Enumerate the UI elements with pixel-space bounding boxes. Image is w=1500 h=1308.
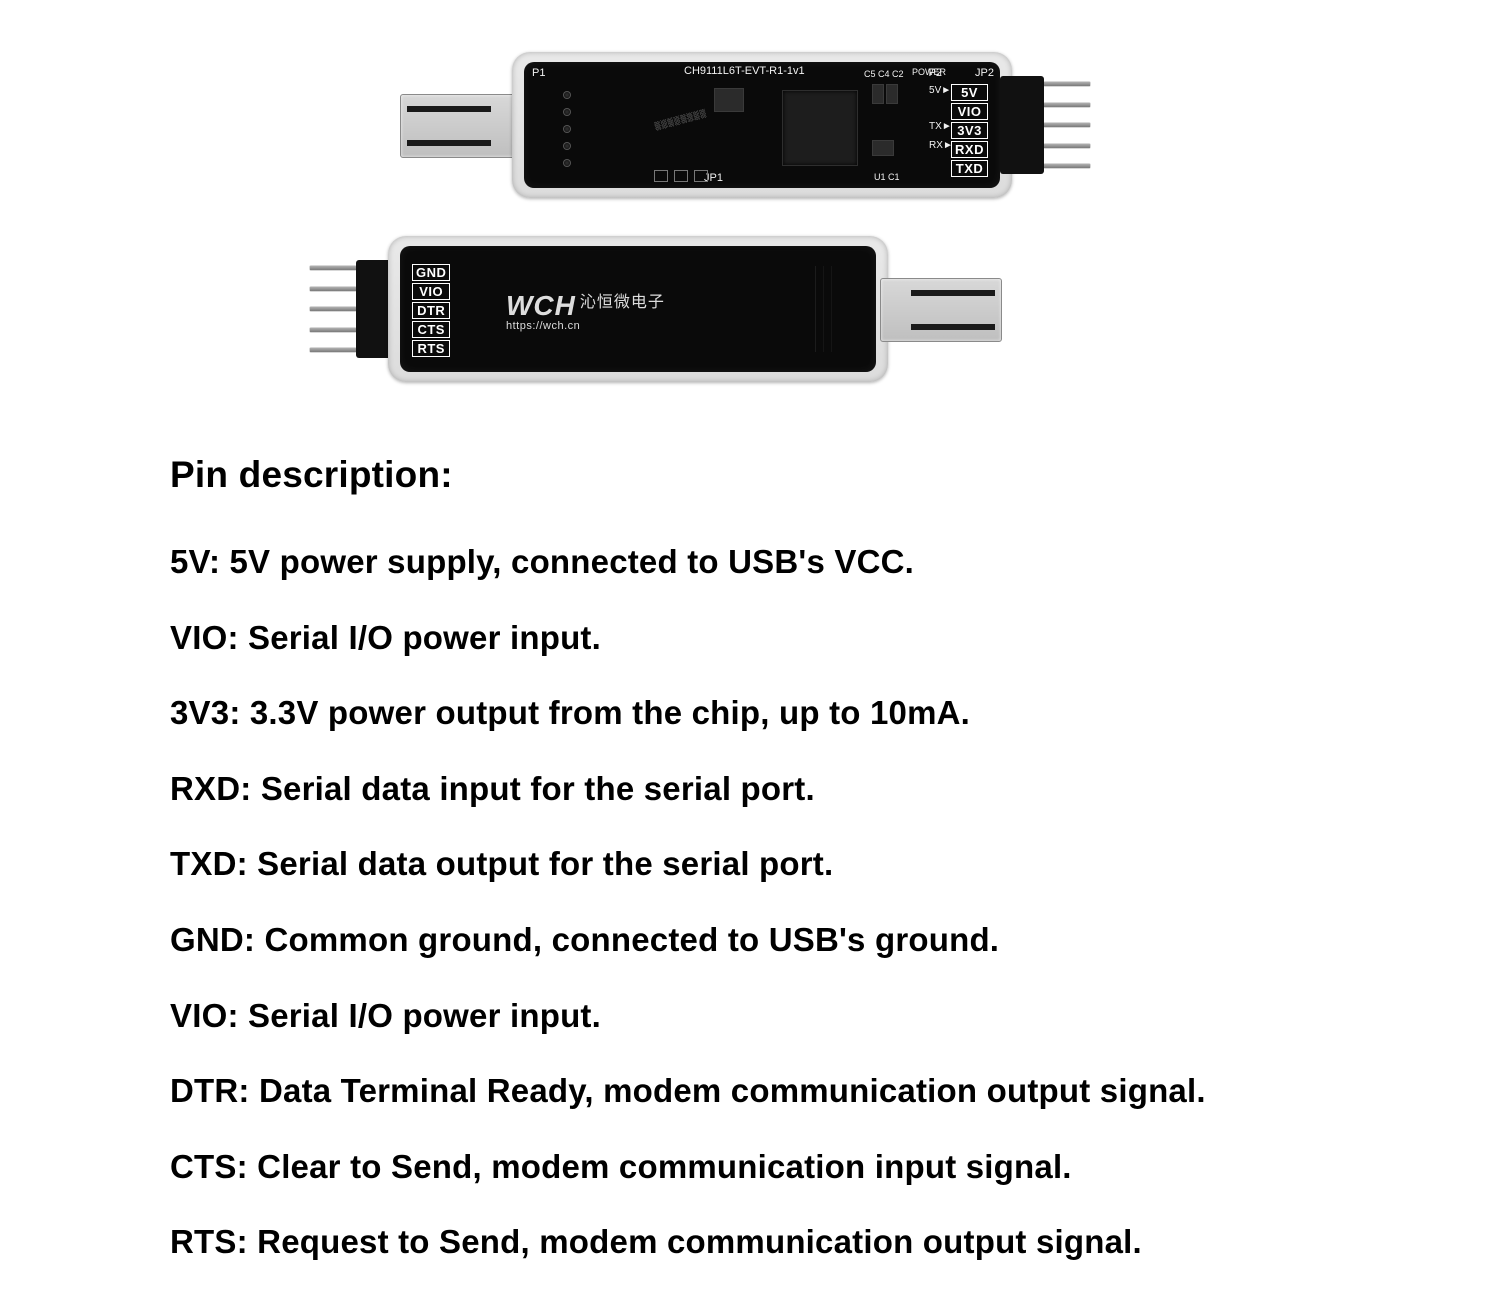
main-ic — [782, 90, 858, 166]
silk-p1: P1 — [532, 68, 545, 79]
header-pin — [310, 328, 356, 332]
silk-jp2: JP2 — [975, 68, 994, 79]
board-top-view: CH9111L6T-EVT-R1-1v1 P1 P2 JP1 JP2 POWER — [400, 40, 1100, 210]
pin-header — [310, 266, 356, 352]
pin-header-body — [1000, 76, 1044, 174]
pin-line: 5V: 5V power supply, connected to USB's … — [170, 542, 1330, 582]
header-pin — [1044, 144, 1090, 148]
product-photo-area: CH9111L6T-EVT-R1-1v1 P1 P2 JP1 JP2 POWER — [400, 40, 1100, 394]
smd-part — [872, 140, 894, 156]
header-pin — [310, 307, 356, 311]
pin-label: 3V3 — [951, 122, 988, 139]
pin-label: TXD — [951, 160, 988, 177]
pin-line: CTS: Clear to Send, modem communication … — [170, 1147, 1330, 1187]
pin-label: RTS — [412, 340, 450, 357]
pin-header — [1044, 82, 1090, 168]
brand-text: WCH — [506, 290, 576, 321]
header-pin — [1044, 164, 1090, 168]
pin-line: VIO: Serial I/O power input. — [170, 996, 1330, 1036]
pin-line: RXD: Serial data input for the serial po… — [170, 769, 1330, 809]
pcb-top: CH9111L6T-EVT-R1-1v1 P1 P2 JP1 JP2 POWER — [524, 62, 1000, 188]
pin-line: 3V3: 3.3V power output from the chip, up… — [170, 693, 1330, 733]
pin-label: VIO — [951, 103, 988, 120]
pin-description-heading: Pin description: — [170, 454, 1330, 496]
pin-label: DTR — [412, 302, 450, 319]
header-pin — [1044, 103, 1090, 107]
usb-plug — [400, 94, 522, 158]
pin-label: CTS — [412, 321, 450, 338]
pcb-bottom: GND VIO DTR CTS RTS WCH沁恒微电子 https://wch… — [400, 246, 876, 372]
page: CH9111L6T-EVT-R1-1v1 P1 P2 JP1 JP2 POWER — [0, 0, 1500, 1308]
pin-label: GND — [412, 264, 450, 281]
model-silk: CH9111L6T-EVT-R1-1v1 — [684, 66, 805, 77]
header-pin — [310, 348, 356, 352]
pin-label: VIO — [412, 283, 450, 300]
pin-description-list: 5V: 5V power supply, connected to USB's … — [170, 542, 1330, 1262]
pin-line: DTR: Data Terminal Ready, modem communic… — [170, 1071, 1330, 1111]
pin-line: VIO: Serial I/O power input. — [170, 618, 1330, 658]
pin-label: RXD — [951, 141, 988, 158]
pin-line: GND: Common ground, connected to USB's g… — [170, 920, 1330, 960]
pin-labels-right: 5V► 5V VIO TX► 3V3 RX► RXD TXD — [951, 84, 988, 177]
header-pin — [310, 287, 356, 291]
pin-labels-left: GND VIO DTR CTS RTS — [412, 264, 450, 357]
board-bottom-view: GND VIO DTR CTS RTS WCH沁恒微电子 https://wch… — [310, 224, 1010, 394]
jp1-pads — [654, 170, 708, 182]
brand-sub: 沁恒微电子 — [580, 294, 665, 311]
pin-label: 5V — [951, 84, 988, 101]
pin-line: RTS: Request to Send, modem communicatio… — [170, 1222, 1330, 1262]
wch-logo: WCH沁恒微电子 https://wch.cn — [506, 290, 661, 332]
header-pin — [310, 266, 356, 270]
smd-part — [872, 84, 884, 104]
silk-power: POWER — [912, 68, 946, 77]
header-pin — [1044, 123, 1090, 127]
smd-part — [886, 84, 898, 104]
pin-description-section: Pin description: 5V: 5V power supply, co… — [170, 454, 1330, 1262]
smd-part — [714, 88, 744, 112]
header-pin — [1044, 82, 1090, 86]
pin-line: TXD: Serial data output for the serial p… — [170, 844, 1330, 884]
usb-plug — [880, 278, 1002, 342]
